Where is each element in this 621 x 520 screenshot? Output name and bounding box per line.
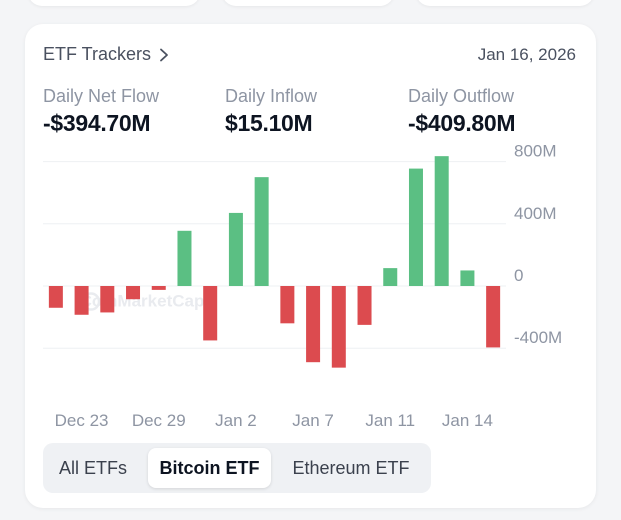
x-tick-label: Jan 7: [292, 411, 334, 430]
flow-bar: [357, 286, 372, 325]
flow-bar: [434, 156, 449, 286]
flow-bar: [254, 177, 269, 286]
flow-bar: [203, 286, 218, 341]
flow-bar: [151, 286, 166, 290]
chevron-right-icon: [160, 48, 168, 61]
flow-bar: [74, 286, 89, 315]
flow-bar: [331, 286, 346, 368]
stat-value: -$394.70M: [43, 110, 151, 136]
x-tick-label: Jan 2: [215, 411, 257, 430]
stat-label: Daily Net Flow: [43, 86, 160, 106]
stat-label: Daily Inflow: [225, 86, 318, 106]
etf-type-tabs: All ETFs Bitcoin ETF Ethereum ETF: [43, 443, 431, 493]
tab-ethereum-etf[interactable]: Ethereum ETF: [276, 448, 426, 488]
flow-bar: [126, 286, 141, 300]
flow-bar: [280, 286, 295, 324]
stat-value: -$409.80M: [408, 110, 516, 136]
tracker-date: Jan 16, 2026: [477, 45, 576, 64]
x-tick-label: Jan 11: [365, 411, 415, 430]
stat-inflow: Daily Inflow $15.10M: [225, 86, 317, 137]
x-tick-label: Dec 23: [55, 411, 109, 430]
flow-bar: [100, 286, 115, 313]
card-title: ETF Trackers: [43, 44, 152, 64]
y-tick-label: 0: [514, 266, 523, 285]
top-card-left: [28, 0, 200, 6]
etf-tracker-card: ETF Trackers Jan 16, 2026 Daily Net Flow…: [25, 24, 596, 508]
flow-bar: [408, 168, 423, 286]
stat-label: Daily Outflow: [408, 86, 515, 106]
flow-bar: [460, 270, 475, 286]
top-card-middle: [222, 0, 394, 6]
flow-bar: [486, 286, 501, 348]
stat-outflow: Daily Outflow -$409.80M: [408, 86, 516, 137]
flow-bar: [48, 286, 63, 308]
flow-bar: [228, 212, 243, 286]
top-card-right: [416, 0, 594, 6]
flow-bar: [177, 230, 192, 286]
flow-bar: [306, 286, 321, 363]
y-tick-label: 800M: [514, 142, 557, 161]
stat-net-flow: Daily Net Flow -$394.70M: [43, 86, 159, 137]
y-tick-label: -400M: [514, 328, 562, 347]
x-tick-label: Jan 14: [442, 411, 493, 430]
tab-bitcoin-etf[interactable]: Bitcoin ETF: [148, 448, 271, 488]
stat-value: $15.10M: [225, 110, 313, 136]
x-tick-label: Dec 29: [132, 411, 186, 430]
flow-bar: [383, 268, 398, 286]
y-tick-label: 400M: [514, 204, 557, 223]
etf-trackers-link[interactable]: ETF Trackers: [43, 44, 169, 65]
tab-all-etfs[interactable]: All ETFs: [43, 448, 143, 488]
